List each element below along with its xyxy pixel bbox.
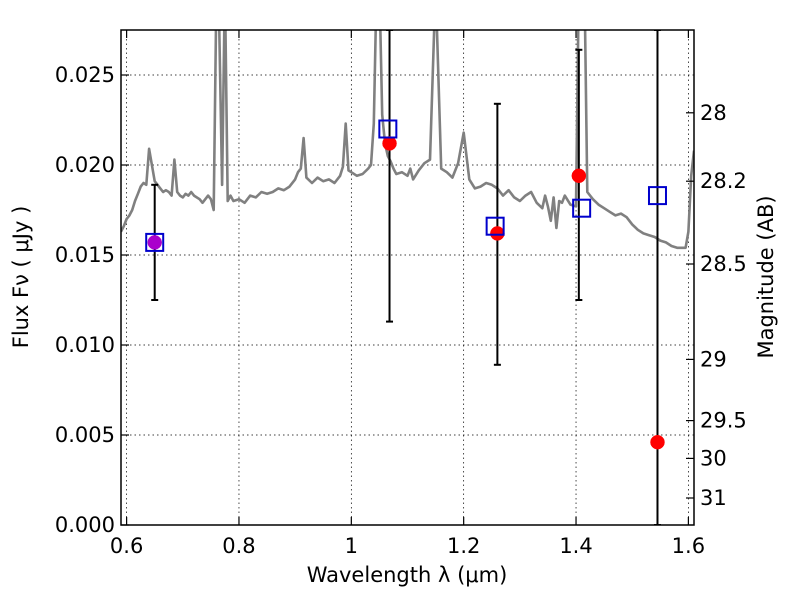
right-tick-label: 28.2 (700, 169, 747, 193)
y-tick-label: 0.005 (55, 423, 115, 447)
y-tick-label: 0.010 (55, 333, 115, 357)
x-tick-label: 0.8 (222, 534, 255, 558)
synthetic-photometry-points (145, 119, 667, 252)
y-tick-label: 0.025 (55, 63, 115, 87)
axis-ticks: 0.6 0.8 1 1.2 1.4 1.6 0.000 0.005 0.010 0.015 0.02… (55, 30, 747, 558)
right-axis-title: Magnitude (AB) (754, 195, 778, 358)
model-spectrum (121, 30, 694, 250)
observed-point (490, 226, 505, 241)
synthetic-point (145, 232, 165, 252)
plot-frame (120, 29, 695, 526)
observed-point (147, 235, 162, 250)
y-tick-label: 0.020 (55, 153, 115, 177)
observed-point (382, 136, 397, 151)
x-tick-label: 1.4 (559, 534, 592, 558)
x-tick-label: 1 (345, 534, 358, 558)
x-axis-title: Wavelength λ (μm) (307, 563, 508, 587)
x-tick-label: 1.2 (447, 534, 480, 558)
x-tick-label: 1.6 (672, 534, 705, 558)
synthetic-point (572, 198, 592, 218)
synthetic-point (647, 186, 667, 206)
observed-point (650, 434, 665, 450)
y-axis-title: Flux Fν ( μJy ) (9, 206, 33, 349)
right-tick-label: 29 (700, 347, 727, 371)
y-tick-label: 0.015 (55, 243, 115, 267)
synthetic-point (485, 216, 505, 236)
observed-points (147, 136, 665, 450)
right-tick-label: 28 (700, 101, 727, 125)
right-tick-label: 30 (700, 446, 727, 470)
y-tick-label: 0.000 (55, 513, 115, 537)
right-tick-label: 29.5 (700, 409, 747, 433)
x-tick-label: 0.6 (110, 534, 143, 558)
right-tick-label: 28.5 (700, 252, 747, 276)
model-spectrum-line (121, 30, 694, 250)
synthetic-point (378, 119, 398, 139)
observed-point (571, 168, 587, 184)
right-tick-label: 31 (700, 486, 727, 510)
plot-area (121, 30, 694, 525)
